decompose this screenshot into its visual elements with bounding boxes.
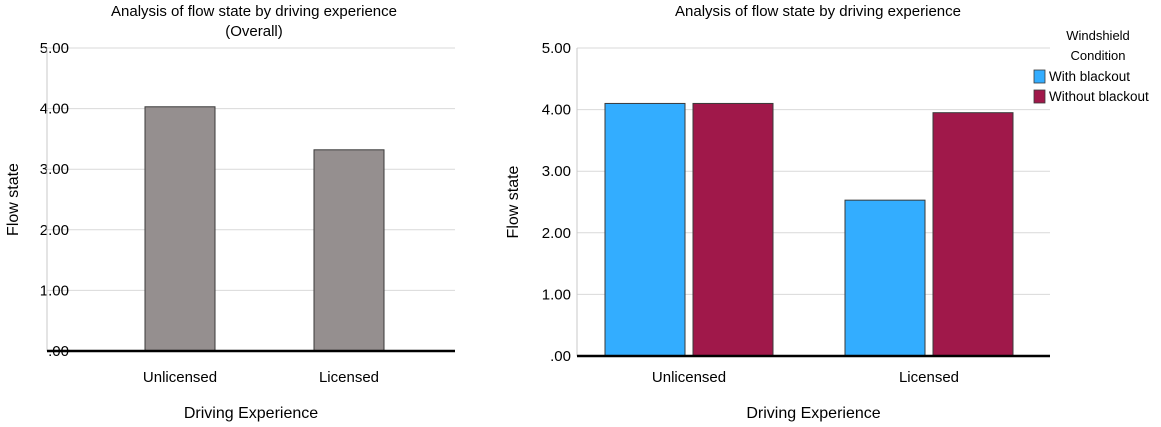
chart-1-x-tick-label: Licensed (319, 369, 379, 386)
chart-2-bar-unlicensed-with-blackout (604, 102, 686, 357)
chart-1-y-axis-label: Flow state (5, 163, 22, 236)
chart-2-legend-swatch (1033, 89, 1046, 104)
chart-1-subtitle: (Overall) (225, 23, 283, 40)
chart-2-bar-licensed-with-blackout (844, 199, 926, 357)
chart-1-bar-unlicensed (144, 106, 216, 352)
chart-2-bar-licensed-without-blackout (932, 112, 1014, 357)
chart-1-y-tick-label: 3.00 (40, 161, 69, 178)
chart-1-y-tick-label: 2.00 (40, 222, 69, 239)
chart-2-title: Analysis of flow state by driving experi… (675, 3, 961, 20)
chart-2-y-tick-label: 3.00 (542, 163, 571, 180)
chart-2-x-tick-label: Unlicensed (652, 369, 726, 386)
chart-2-legend-swatch (1033, 69, 1046, 84)
chart-1-title: Analysis of flow state by driving experi… (111, 3, 397, 20)
chart-2-legend-title-line-2: Condition (1071, 48, 1126, 63)
chart-2-x-tick-label: Licensed (899, 369, 959, 386)
chart-1-y-tick-label: 5.00 (40, 40, 69, 57)
chart-2-y-tick-label: 2.00 (542, 225, 571, 242)
chart-2-legend-item: Without blackout (1049, 89, 1149, 104)
chart-1-y-tick-label: 1.00 (40, 282, 69, 299)
chart-2-y-tick-label: 5.00 (542, 40, 571, 57)
chart-2-legend-item: With blackout (1049, 69, 1130, 84)
chart-1-x-axis-label: Driving Experience (184, 405, 318, 422)
chart-2-y-tick-label: 4.00 (542, 102, 571, 119)
chart-2-y-tick-label: 1.00 (542, 286, 571, 303)
chart-2-legend-title-line-1: Windshield (1066, 28, 1130, 43)
chart-1-bar-licensed (313, 149, 385, 352)
chart-1-x-tick-label: Unlicensed (143, 369, 217, 386)
chart-2-x-axis-label: Driving Experience (746, 405, 880, 422)
chart-2-y-tick-label: .00 (550, 348, 571, 365)
chart-1-y-tick-label: 4.00 (40, 101, 69, 118)
chart-2-y-axis-label: Flow state (505, 165, 522, 238)
chart-2-bar-unlicensed-without-blackout (692, 102, 774, 357)
